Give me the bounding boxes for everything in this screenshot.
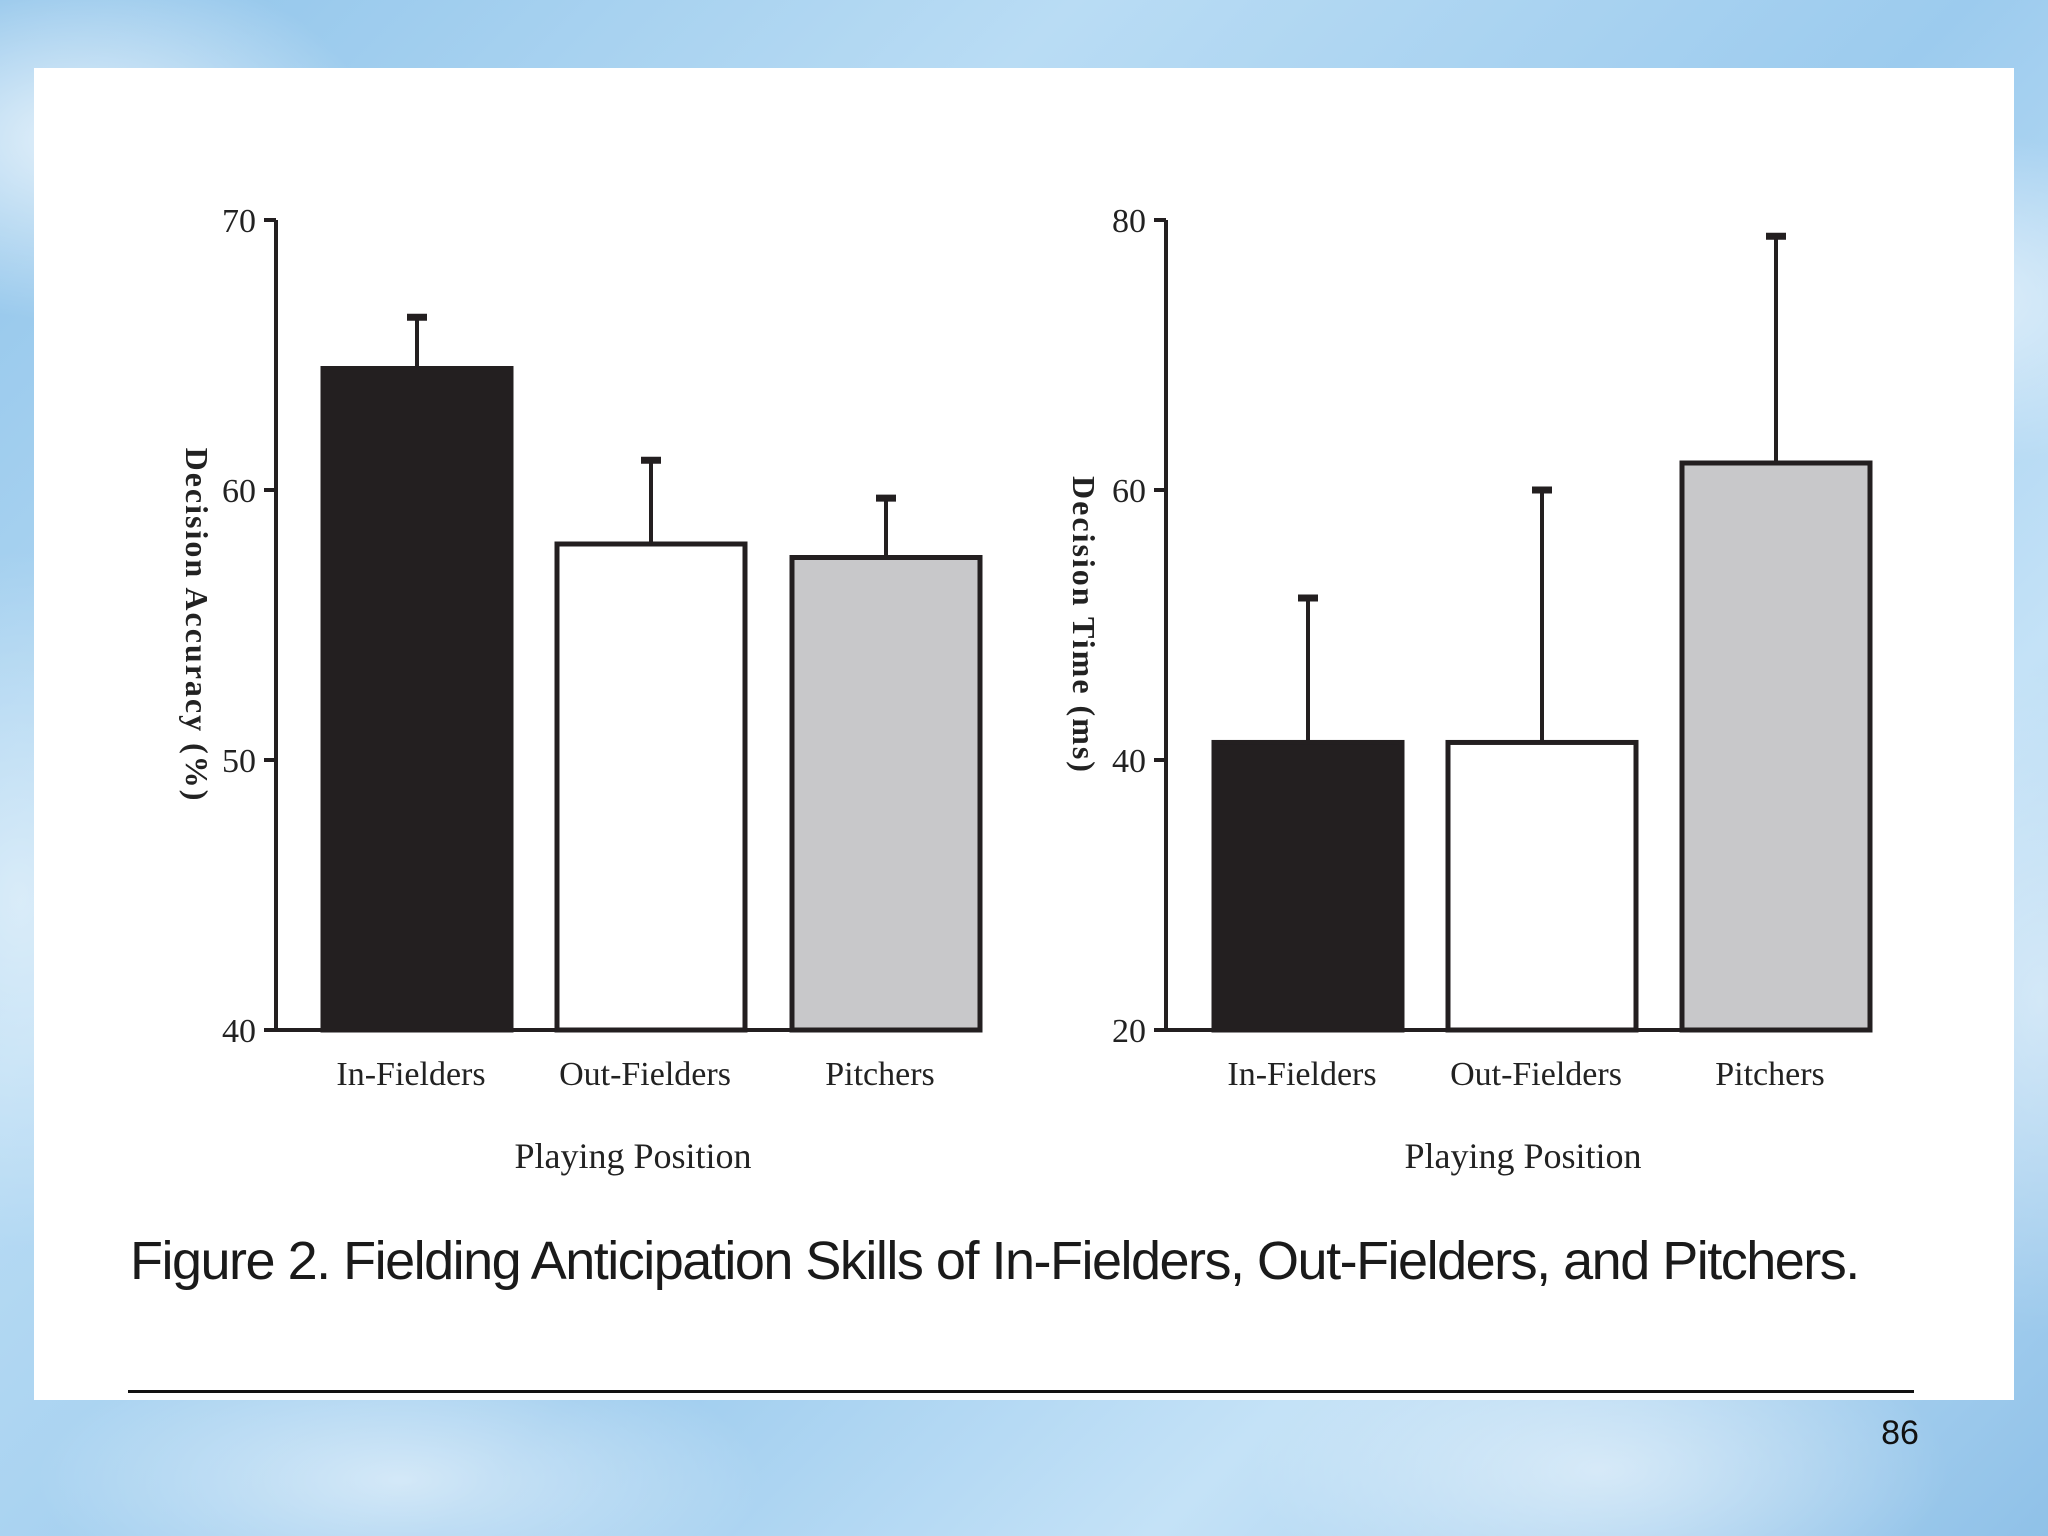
- y-tick-label-40: 40: [222, 1013, 256, 1050]
- page-number: 86: [1881, 1414, 1919, 1452]
- y-axis-title: Decision Accuracy (%): [179, 448, 215, 803]
- x-axis-title: Playing Position: [514, 1136, 751, 1176]
- bar-pitchers: [789, 555, 983, 1033]
- bar-in-fielders: [320, 366, 514, 1033]
- y-axis-title: Decision Time (ms): [1066, 476, 1102, 774]
- y-tick-label-60: 60: [1112, 473, 1146, 510]
- y-tick-label-70: 70: [222, 203, 256, 240]
- y-tick-label-50: 50: [222, 743, 256, 780]
- category-label-out-fielders: Out-Fielders: [1450, 1056, 1622, 1093]
- footer-divider: [128, 1390, 1914, 1393]
- category-label-out-fielders: Out-Fielders: [559, 1056, 731, 1093]
- y-tick-label-80: 80: [1112, 203, 1146, 240]
- decision-time-chart: 20 40 60 80 In-Fielders Out-Fielders Pitchers P…: [1066, 203, 1873, 1176]
- category-label-in-fielders: In-Fielders: [1227, 1056, 1376, 1093]
- bar-out-fielders: [1445, 739, 1639, 1033]
- category-label-in-fielders: In-Fielders: [336, 1056, 485, 1093]
- y-tick-label-40: 40: [1112, 743, 1146, 780]
- bar-out-fielders: [554, 541, 748, 1033]
- y-tick-label-20: 20: [1112, 1013, 1146, 1050]
- bar-in-fielders: [1211, 739, 1405, 1033]
- y-tick-label-60: 60: [222, 473, 256, 510]
- category-label-pitchers: Pitchers: [825, 1056, 935, 1093]
- bar-pitchers: [1679, 460, 1873, 1033]
- x-axis-title: Playing Position: [1404, 1136, 1641, 1176]
- category-label-pitchers: Pitchers: [1715, 1056, 1825, 1093]
- figure-caption: Figure 2. Fielding Anticipation Skills o…: [130, 1231, 1860, 1291]
- decision-accuracy-chart: 40 50 60 70 In-Fielders Out-Fielders Pitchers P…: [179, 203, 983, 1176]
